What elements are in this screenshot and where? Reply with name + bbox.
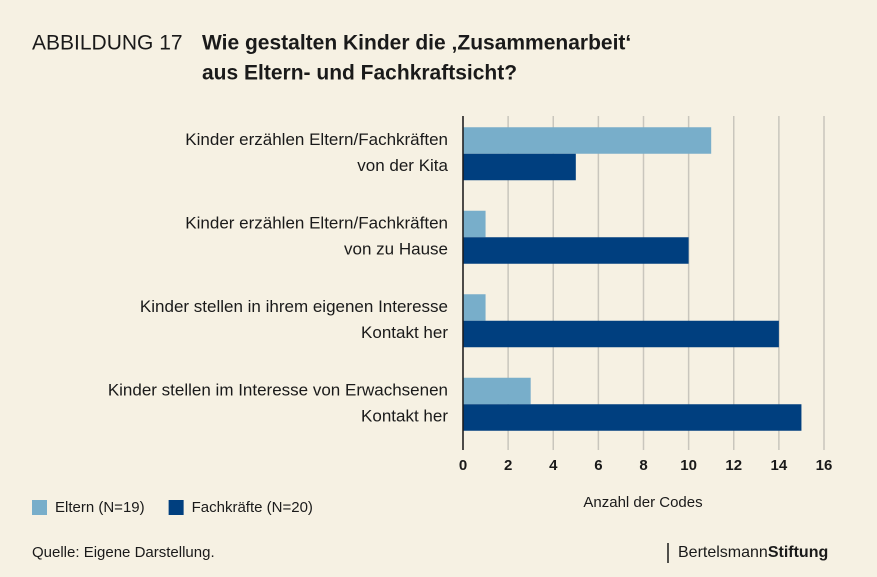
source: Quelle: Eigene Darstellung. [32,544,215,561]
bar [463,404,802,431]
x-tick-label: 2 [504,457,512,474]
y-tick-label: von der Kita [357,156,448,175]
bar [463,153,576,181]
y-tick-label: Kinder stellen im Interesse von Erwachse… [108,381,448,400]
x-tick-label: 12 [725,457,742,474]
figure-label: ABBILDUNG 17 [32,32,183,55]
brand-part: Stiftung [768,544,828,561]
legend-label: Eltern (N=19) [55,499,145,516]
bar [463,320,779,348]
legend-label: Fachkräfte (N=20) [192,499,313,516]
x-axis-label: Anzahl der Codes [583,494,702,511]
y-tick-label: Kinder erzählen Eltern/Fachkräften [185,130,448,149]
bar [463,294,486,321]
bar [463,377,531,405]
legend-swatch [32,500,47,515]
brand-part: Bertelsmann [678,544,768,561]
x-tick-label: 14 [771,457,788,474]
chart-title: aus Eltern- und Fachkraftsicht? [202,62,517,85]
y-tick-label: Kontakt her [361,323,448,342]
y-tick-label: Kinder erzählen Eltern/Fachkräften [185,214,448,233]
x-tick-label: 4 [549,457,558,474]
y-tick-label: von zu Hause [344,240,448,259]
y-tick-label: Kinder stellen in ihrem eigenen Interess… [140,297,448,316]
x-tick-label: 0 [459,457,467,474]
x-tick-label: 8 [639,457,647,474]
chart-title: Wie gestalten Kinder die ‚Zusammenarbeit… [202,32,631,55]
brand: BertelsmannStiftung [678,544,828,561]
legend-swatch [168,500,184,515]
bar [463,127,712,154]
x-tick-label: 6 [594,457,602,474]
x-tick-label: 16 [816,457,833,474]
bar [463,237,689,264]
x-tick-label: 10 [680,457,697,474]
y-tick-label: Kontakt her [361,407,448,426]
bar [463,210,486,238]
